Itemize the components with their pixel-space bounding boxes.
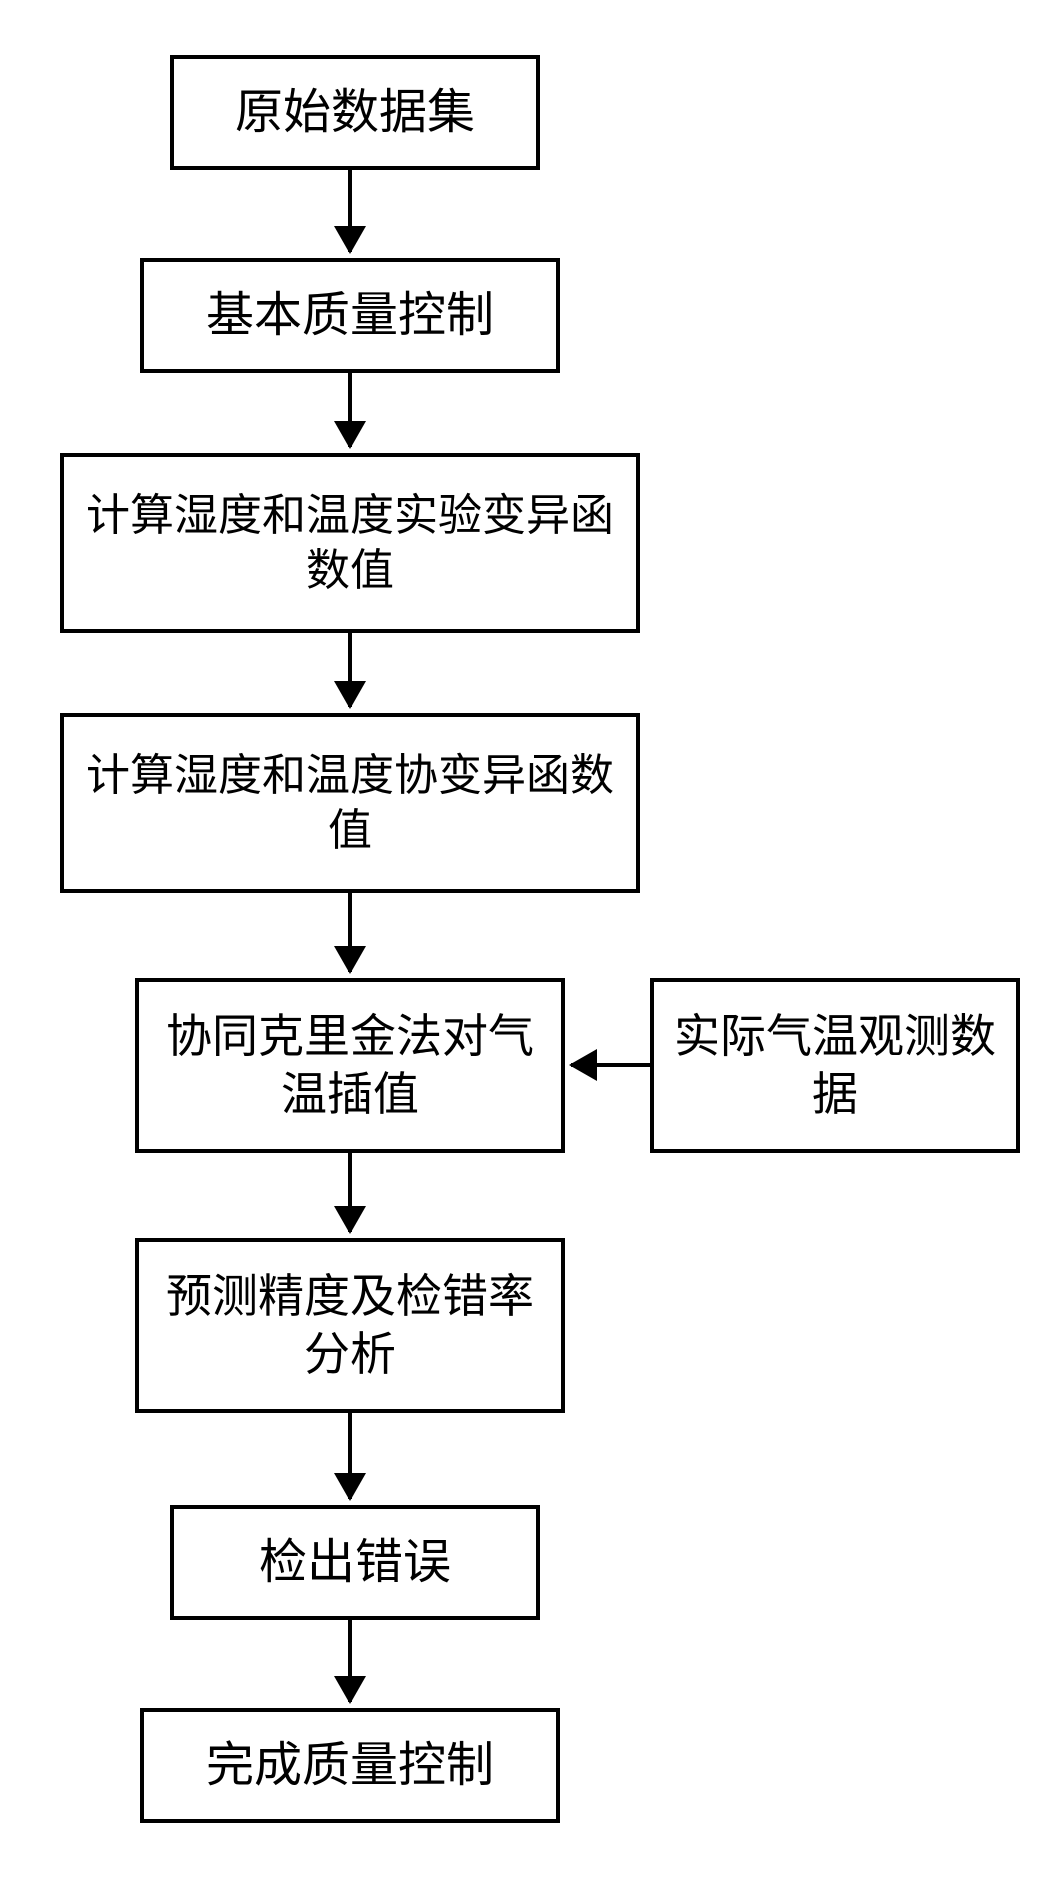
node-calc-variogram: 计算湿度和温度实验变异函数值 <box>60 453 640 633</box>
node-calc-covariogram: 计算湿度和温度协变异函数值 <box>60 713 640 893</box>
edge-n4-n5 <box>348 893 352 972</box>
edge-n7-n8 <box>348 1413 352 1499</box>
node-label: 基本质量控制 <box>206 286 494 346</box>
edge-n2-n3 <box>348 373 352 447</box>
node-raw-dataset: 原始数据集 <box>170 55 540 170</box>
node-label: 计算湿度和温度协变异函数值 <box>76 748 624 858</box>
node-detect-errors: 检出错误 <box>170 1505 540 1620</box>
node-accuracy-analysis: 预测精度及检错率分析 <box>135 1238 565 1413</box>
node-label: 原始数据集 <box>235 83 475 143</box>
edge-n3-n4 <box>348 633 352 707</box>
node-complete-qc: 完成质量控制 <box>140 1708 560 1823</box>
edge-n8-n9 <box>348 1620 352 1702</box>
node-label: 计算湿度和温度实验变异函数值 <box>76 488 624 598</box>
flowchart-container: 原始数据集 基本质量控制 计算湿度和温度实验变异函数值 计算湿度和温度协变异函数… <box>0 0 1040 1894</box>
node-cokriging-interpolation: 协同克里金法对气温插值 <box>135 978 565 1153</box>
node-label: 完成质量控制 <box>206 1736 494 1796</box>
edge-n5-n7 <box>348 1153 352 1232</box>
node-label: 协同克里金法对气温插值 <box>151 1008 549 1123</box>
node-actual-temp-data: 实际气温观测数据 <box>650 978 1020 1153</box>
edge-n6-n5 <box>571 1063 650 1067</box>
node-basic-qc: 基本质量控制 <box>140 258 560 373</box>
node-label: 检出错误 <box>259 1533 451 1593</box>
edge-n1-n2 <box>348 170 352 252</box>
node-label: 实际气温观测数据 <box>666 1008 1004 1123</box>
node-label: 预测精度及检错率分析 <box>151 1268 549 1383</box>
